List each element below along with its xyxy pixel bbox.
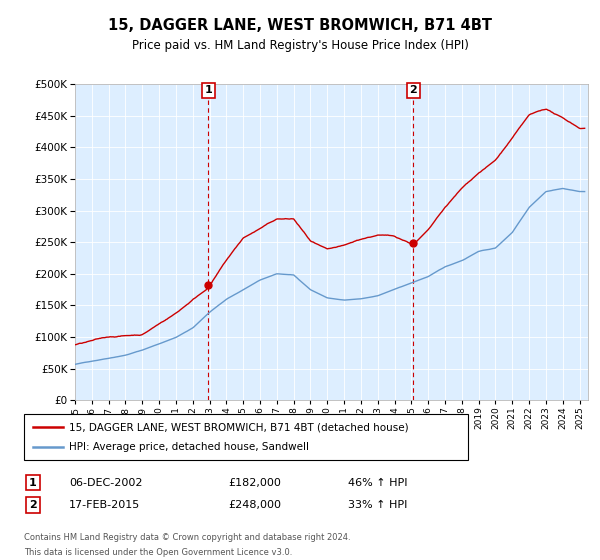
Text: Price paid vs. HM Land Registry's House Price Index (HPI): Price paid vs. HM Land Registry's House … bbox=[131, 39, 469, 53]
Text: HPI: Average price, detached house, Sandwell: HPI: Average price, detached house, Sand… bbox=[69, 442, 309, 452]
Text: £248,000: £248,000 bbox=[228, 500, 281, 510]
Text: £182,000: £182,000 bbox=[228, 478, 281, 488]
Text: 15, DAGGER LANE, WEST BROMWICH, B71 4BT (detached house): 15, DAGGER LANE, WEST BROMWICH, B71 4BT … bbox=[69, 422, 409, 432]
Text: 2: 2 bbox=[29, 500, 37, 510]
Text: 33% ↑ HPI: 33% ↑ HPI bbox=[348, 500, 407, 510]
Text: 15, DAGGER LANE, WEST BROMWICH, B71 4BT: 15, DAGGER LANE, WEST BROMWICH, B71 4BT bbox=[108, 18, 492, 32]
Text: 1: 1 bbox=[205, 85, 212, 95]
Text: 2: 2 bbox=[410, 85, 417, 95]
Text: 17-FEB-2015: 17-FEB-2015 bbox=[69, 500, 140, 510]
Text: 46% ↑ HPI: 46% ↑ HPI bbox=[348, 478, 407, 488]
Text: Contains HM Land Registry data © Crown copyright and database right 2024.: Contains HM Land Registry data © Crown c… bbox=[24, 533, 350, 542]
Text: 1: 1 bbox=[29, 478, 37, 488]
Text: This data is licensed under the Open Government Licence v3.0.: This data is licensed under the Open Gov… bbox=[24, 548, 292, 557]
Text: 06-DEC-2002: 06-DEC-2002 bbox=[69, 478, 143, 488]
